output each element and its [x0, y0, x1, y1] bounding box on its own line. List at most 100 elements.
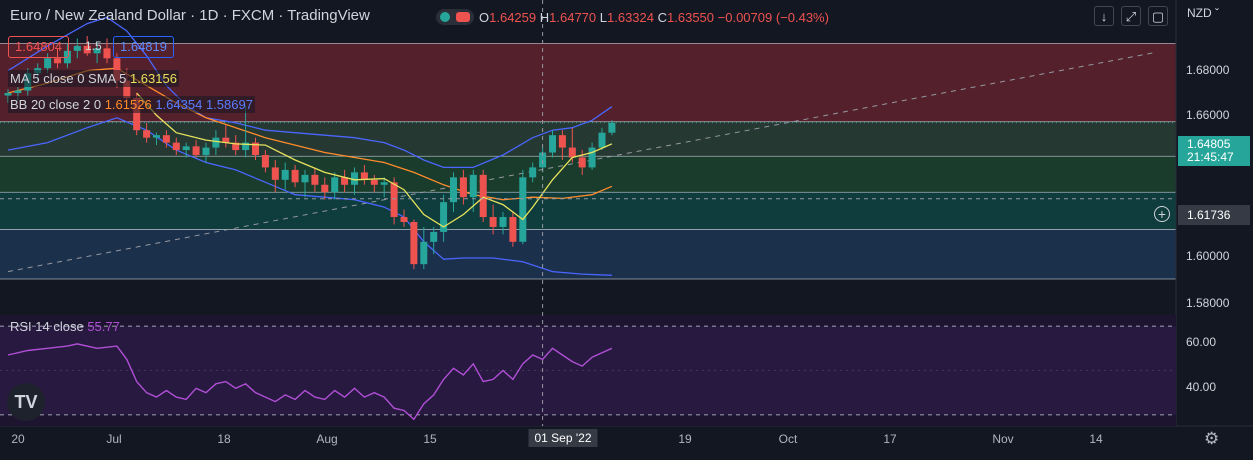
candle-body: [341, 177, 349, 185]
sr-zone: [0, 229, 1176, 280]
ohlc-change: −0.00709 (−0.43%): [717, 10, 829, 25]
x-tick: 15: [423, 432, 437, 446]
bb-legend-label: BB 20 close 2 0: [10, 97, 102, 112]
bb-upper-line: [7, 16, 613, 169]
x-tick: 17: [883, 432, 897, 446]
candle-body: [93, 48, 101, 54]
candle-body: [380, 182, 388, 185]
ohlc-close-key: C: [657, 10, 668, 25]
candle-body: [489, 217, 497, 227]
settings-gear-icon[interactable]: ⚙: [1204, 429, 1220, 448]
add-alert-icon[interactable]: +: [1154, 206, 1170, 222]
buy-button[interactable]: 1.64819: [113, 36, 174, 58]
bb-legend[interactable]: BB 20 close 2 0 1.61526 1.64354 1.58697: [8, 96, 255, 113]
x-tick: Nov: [992, 432, 1014, 446]
sell-button[interactable]: 1.64804: [8, 36, 69, 58]
rsi-legend[interactable]: RSI 14 close 55.77: [8, 318, 122, 335]
candle-body: [232, 142, 240, 151]
candle-body: [558, 135, 566, 148]
candle-body: [133, 97, 141, 131]
candle-body: [4, 93, 12, 96]
rsi-legend-value: 55.77: [87, 319, 120, 334]
candle-body: [113, 58, 121, 81]
arrow-down-icon[interactable]: ↓: [1094, 6, 1114, 26]
rsi-legend-label: RSI 14 close: [10, 319, 84, 334]
candle-body: [162, 135, 170, 143]
x-tick: Jul: [106, 432, 122, 446]
bb-upper-value: 1.64354: [155, 97, 203, 112]
candle-body: [182, 146, 190, 151]
candle-body: [450, 177, 457, 203]
candle-body: [331, 177, 339, 193]
candle-body: [291, 169, 299, 183]
candle-body: [281, 169, 289, 180]
candle-body: [360, 172, 368, 180]
indicator-toggle[interactable]: [436, 9, 474, 25]
ohlc-close: 1.63550: [667, 10, 715, 25]
candle-body: [608, 122, 616, 133]
candle-body: [192, 146, 200, 156]
toggle-green-dot: [440, 12, 450, 22]
ma-legend-value: 1.63156: [129, 71, 177, 86]
candle-body: [123, 80, 131, 98]
candle-body: [301, 174, 309, 183]
candle-body: [261, 155, 269, 168]
candle-body: [172, 142, 180, 151]
bb-lower-value: 1.58697: [205, 97, 253, 112]
ohlc-open-key: O: [479, 10, 490, 25]
candle-body: [400, 217, 408, 222]
last-price-value: 1.64805: [1187, 137, 1231, 151]
x-tick: 14: [1089, 432, 1103, 446]
candle-body: [252, 142, 259, 156]
candle-body: [539, 152, 547, 168]
ohlc-readout: O1.64259 H1.64770 L1.63324 C1.63550 −0.0…: [479, 10, 829, 25]
y-tick: 1.68000: [1186, 63, 1230, 77]
x-crosshair-date: 01 Sep '22: [528, 429, 598, 447]
ohlc-high: 1.64770: [549, 10, 597, 25]
tradingview-logo[interactable]: TV: [7, 383, 45, 421]
candle-body: [14, 90, 22, 94]
x-tick: 19: [678, 432, 692, 446]
candle-body: [242, 142, 250, 151]
crosshair-price-tag: 1.61736: [1178, 205, 1250, 225]
ma-legend[interactable]: MA 5 close 0 SMA 5 1.63156: [8, 70, 179, 87]
x-tick: 18: [217, 432, 231, 446]
candle-body: [499, 217, 507, 227]
candle-body: [153, 135, 160, 138]
x-tick: Aug: [316, 432, 338, 446]
candle-body: [479, 174, 487, 218]
snapshot-icon[interactable]: ▢: [1148, 6, 1168, 26]
currency-selector[interactable]: NZD ˇ: [1187, 6, 1219, 20]
ohlc-high-key: H: [539, 10, 550, 25]
candle-body: [578, 157, 586, 168]
candle-body: [54, 58, 61, 64]
candle-body: [321, 184, 329, 193]
candle-body: [44, 58, 52, 69]
symbol-title[interactable]: Euro / New Zealand Dollar · 1D · FXCM · …: [10, 7, 370, 24]
rsi-tick: 60.00: [1186, 335, 1217, 349]
ohlc-open: 1.64259: [489, 10, 537, 25]
candle-body: [370, 179, 378, 185]
candle-body: [420, 241, 428, 265]
candle-body: [509, 217, 517, 242]
candle-body: [529, 167, 537, 178]
candle-body: [271, 167, 279, 180]
currency-label: NZD: [1187, 6, 1212, 20]
rsi-tick: 40.00: [1186, 380, 1217, 394]
candle-body: [390, 182, 398, 218]
ohlc-low-key: L: [599, 10, 607, 25]
toggle-red-dot: [456, 12, 470, 22]
candle-body: [469, 174, 477, 198]
bb-basis-value: 1.61526: [104, 97, 152, 112]
sr-zone: [0, 192, 1176, 230]
y-tick: 1.66000: [1186, 108, 1230, 122]
rsi-line: [7, 343, 613, 421]
candle-body: [83, 45, 91, 54]
candle-body: [459, 177, 467, 198]
ma-legend-label: MA 5 close 0 SMA 5: [10, 71, 127, 86]
fullscreen-icon[interactable]: ⤢: [1121, 6, 1141, 26]
y-tick: 1.60000: [1186, 249, 1230, 263]
candle-body: [103, 48, 111, 59]
candle-body: [311, 174, 319, 185]
